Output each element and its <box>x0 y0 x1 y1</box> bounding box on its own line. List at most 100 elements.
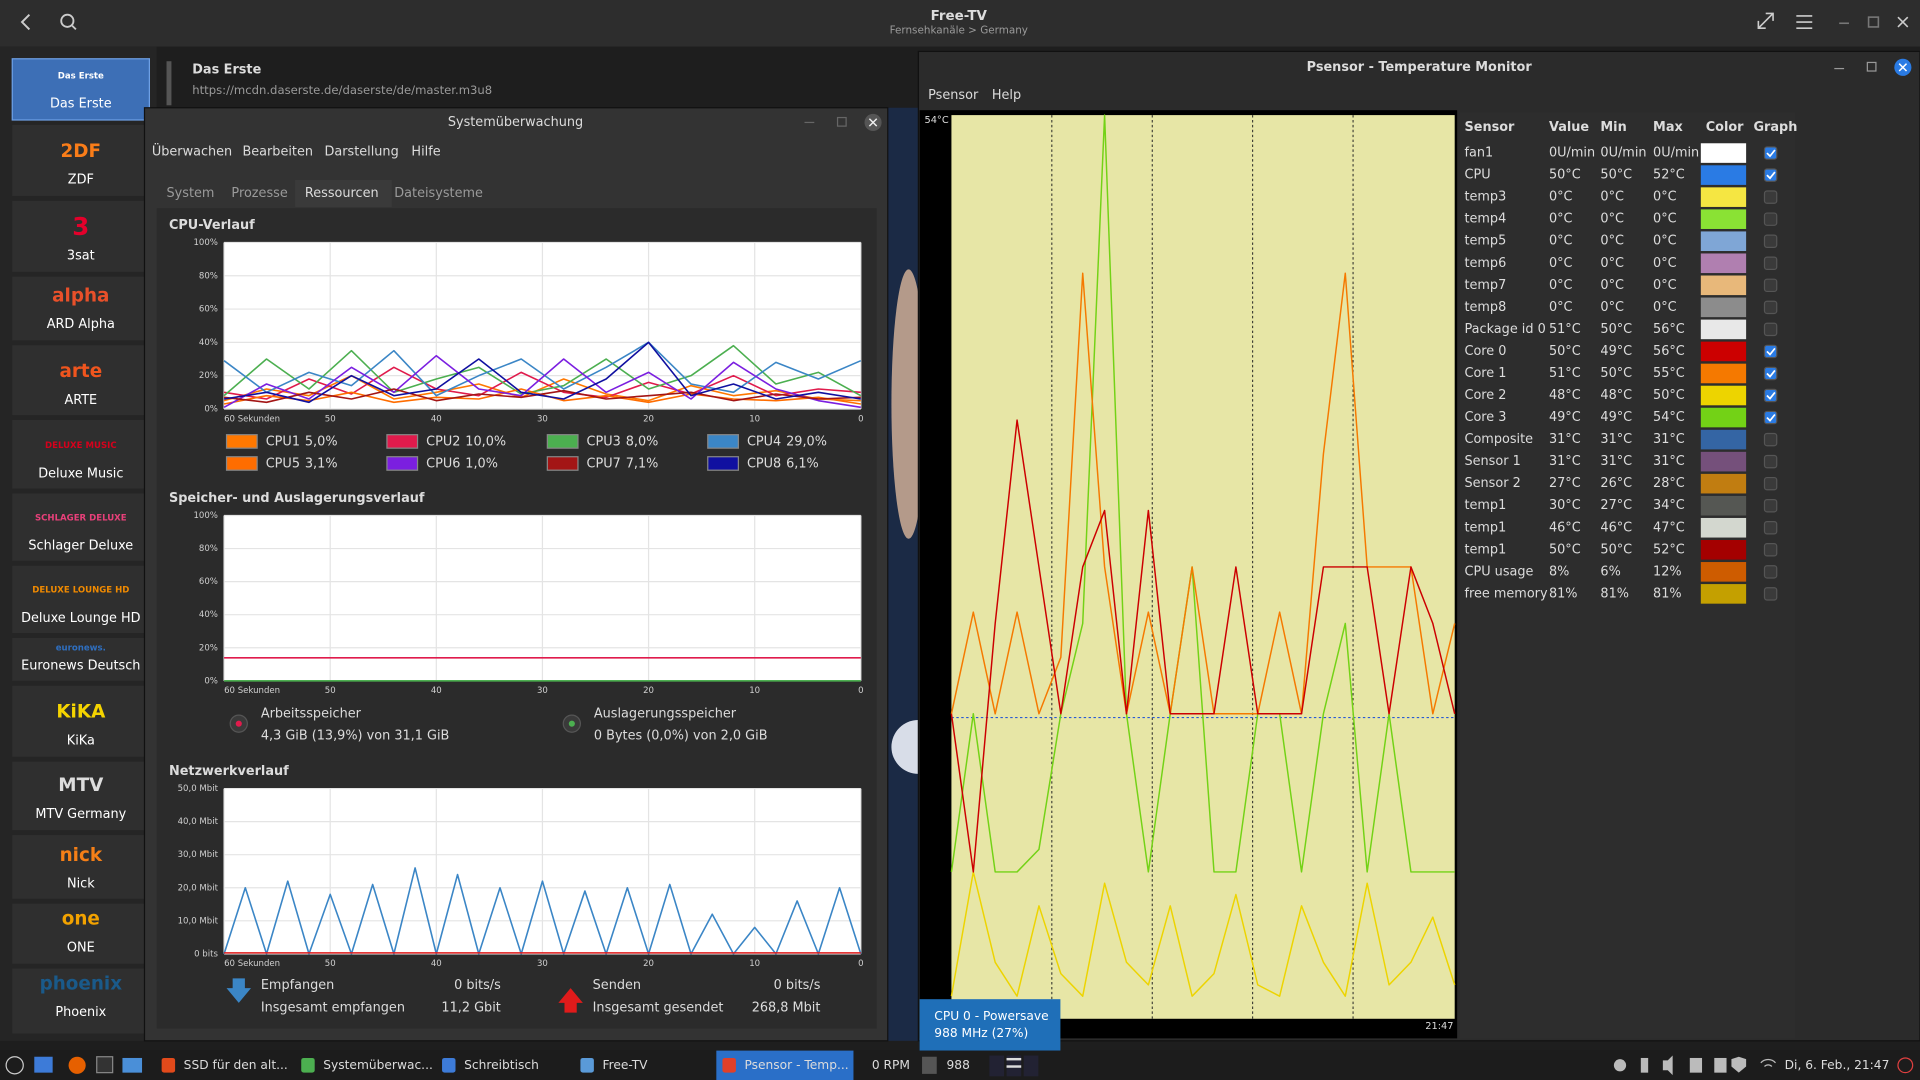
channel-tile[interactable]: Das Erste Das Erste <box>11 58 150 121</box>
task-label[interactable]: Free-TV <box>602 1058 648 1072</box>
channel-tile[interactable]: 3 3sat <box>12 200 150 272</box>
graph-checkbox[interactable] <box>1763 256 1778 270</box>
maximize-button[interactable] <box>1867 16 1880 28</box>
task-label[interactable]: Schreibtisch <box>464 1058 539 1072</box>
channel-tile[interactable]: arte ARTE <box>12 345 150 416</box>
graph-checkbox[interactable] <box>1763 476 1778 491</box>
channel-name: 3sat <box>67 248 95 263</box>
sensor-curve <box>950 114 1455 873</box>
terminal-launcher[interactable] <box>96 1056 114 1074</box>
graph-checkbox[interactable] <box>1763 146 1778 160</box>
graph-checkbox[interactable] <box>1763 168 1778 182</box>
legend-swatch <box>386 434 419 449</box>
channel-tile[interactable]: euronews. Euronews Deutsch <box>12 637 150 681</box>
task-label[interactable]: Systemüberwac... <box>323 1058 433 1072</box>
maximize-button[interactable] <box>836 116 847 127</box>
browser-launcher[interactable] <box>68 1056 86 1074</box>
cell: temp8 <box>1464 300 1506 315</box>
channel-tile[interactable]: DELUXE LOUNGE HD Deluxe Lounge HD <box>12 565 150 634</box>
menu-item[interactable]: Hilfe <box>411 144 440 159</box>
menu-launcher[interactable] <box>5 1056 24 1075</box>
graph-checkbox[interactable] <box>1763 454 1778 469</box>
cell: 26°C <box>1600 476 1632 491</box>
cell: 48°C <box>1549 388 1581 403</box>
cell: 0°C <box>1549 300 1573 315</box>
task-label[interactable]: Psensor - Temp... <box>744 1058 848 1072</box>
tab[interactable]: Ressourcen <box>305 186 379 201</box>
menu-item[interactable]: Bearbeiten <box>242 144 313 159</box>
tile-background <box>12 276 150 341</box>
y-tick-label: 40% <box>199 610 218 620</box>
graph-checkbox[interactable] <box>1763 498 1778 513</box>
channel-tile[interactable]: nick Nick <box>12 835 150 899</box>
legend-swatch <box>546 456 579 471</box>
channel-tile[interactable]: phoenix Phoenix <box>12 968 150 1034</box>
column-header: Max <box>1653 120 1683 135</box>
cell: Core 0 <box>1464 344 1506 359</box>
channel-tile[interactable]: DELUXE MUSIC Deluxe Music <box>12 420 150 489</box>
graph-checkbox[interactable] <box>1763 388 1778 403</box>
graph-checkbox[interactable] <box>1763 366 1778 381</box>
graph-checkbox[interactable] <box>1763 234 1778 248</box>
graph-checkbox[interactable] <box>1763 300 1778 315</box>
graph-checkbox[interactable] <box>1763 322 1778 337</box>
cell: 0U/min <box>1653 146 1699 161</box>
task-icon <box>580 1057 594 1073</box>
search-button[interactable] <box>60 13 77 31</box>
maximize-button[interactable] <box>1866 61 1877 72</box>
tab[interactable]: System <box>167 186 215 201</box>
color-swatch <box>1700 540 1747 560</box>
channel-tile[interactable]: KiKA KiKa <box>12 685 150 757</box>
close-button[interactable] <box>1897 16 1909 28</box>
x-tick-label: 0 <box>858 414 863 424</box>
legend-label: CPU1 <box>266 435 300 450</box>
x-tick-label: 40 <box>431 959 442 969</box>
cell: Sensor 2 <box>1464 476 1520 491</box>
cell: 0°C <box>1653 278 1677 293</box>
graph-checkbox[interactable] <box>1763 565 1778 579</box>
graph-checkbox[interactable] <box>1763 190 1778 204</box>
tile-background <box>12 761 150 831</box>
channel-name: Deluxe Lounge HD <box>21 611 141 626</box>
legend-arrow <box>558 988 583 1013</box>
menu-item[interactable]: Überwachen <box>152 142 232 159</box>
fullscreen-button[interactable] <box>1757 12 1774 29</box>
graph-checkbox[interactable] <box>1763 587 1778 601</box>
tray-icons[interactable] <box>1613 1055 1776 1076</box>
tab[interactable]: Prozesse <box>231 186 287 201</box>
graph-checkbox[interactable] <box>1763 432 1778 447</box>
files-launcher[interactable] <box>122 1057 143 1073</box>
menu-item[interactable]: Help <box>992 88 1021 103</box>
power-button[interactable] <box>1897 1057 1914 1074</box>
x-tick-label: 10 <box>749 686 760 696</box>
channel-tile[interactable]: MTV MTV Germany <box>12 761 150 831</box>
legend-swatch <box>707 434 739 449</box>
graph-checkbox[interactable] <box>1763 278 1778 293</box>
psensor-window: Psensor - Temperature Monitor 21:47 Psen… <box>917 50 1920 1042</box>
graph-checkbox[interactable] <box>1763 212 1778 226</box>
graph-checkbox[interactable] <box>1763 344 1778 359</box>
menu-item[interactable]: Psensor <box>928 88 979 103</box>
x-tick-label: 60 Sekunden <box>224 414 280 424</box>
graph-checkbox[interactable] <box>1763 521 1778 535</box>
channel-tile[interactable]: one ONE <box>12 903 150 964</box>
close-button[interactable] <box>1894 58 1912 76</box>
tab[interactable]: Dateisysteme <box>394 186 483 201</box>
menu-item[interactable]: Darstellung <box>324 144 398 159</box>
channel-tile[interactable]: 2DF ZDF <box>12 124 150 196</box>
desktop-launcher[interactable] <box>34 1056 53 1073</box>
graph-checkbox[interactable] <box>1763 543 1778 557</box>
channel-tile[interactable]: alpha ARD Alpha <box>12 276 150 341</box>
back-button[interactable] <box>20 14 31 31</box>
menu-button[interactable] <box>1796 15 1813 29</box>
close-button[interactable] <box>864 113 882 132</box>
column-header: Value <box>1549 120 1589 135</box>
graph-checkbox[interactable] <box>1763 410 1778 425</box>
check-mark <box>1766 413 1776 422</box>
channel-tile[interactable]: SCHLAGER DELUXE Schlager Deluxe <box>12 493 150 561</box>
legend-detail: 4,3 GiB (13,9%) von 31,1 GiB <box>261 728 450 743</box>
channel-name: Nick <box>67 877 95 892</box>
x-tick-label: 60 Sekunden <box>224 686 280 696</box>
task-label[interactable]: SSD für den alt... <box>184 1058 288 1072</box>
top-bar <box>0 0 1920 47</box>
